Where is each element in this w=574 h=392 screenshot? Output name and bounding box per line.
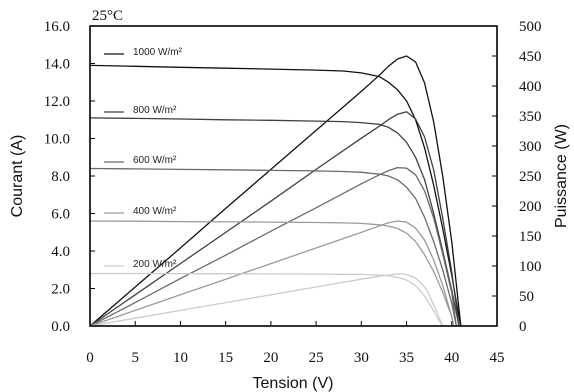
y-tick-label: 2.0 [51, 282, 70, 298]
y-tick-label: 14.0 [44, 57, 70, 73]
x-tick-label: 30 [354, 350, 369, 366]
x-tick-label: 20 [263, 350, 278, 366]
current-curve-series-0 [89, 64, 462, 327]
current-curve-series-4 [90, 272, 444, 327]
y2-tick-label: 250 [519, 169, 542, 185]
x-tick-label: 10 [173, 350, 188, 366]
x-tick-label: 25 [309, 350, 324, 366]
x-tick-label: 45 [490, 350, 505, 366]
legend-label: 800 W/m² [133, 105, 177, 116]
legend-label: 400 W/m² [133, 206, 177, 217]
legend-label: 200 W/m² [133, 259, 177, 270]
current-curve-series-3 [89, 220, 455, 327]
y2-tick-label: 400 [519, 79, 542, 95]
bottom-axis-ticks: 0 5 10 15 20 25 30 35 40 45 [86, 321, 505, 366]
y2-tick-label: 450 [519, 49, 542, 65]
legend-label: 1000 W/m² [133, 47, 183, 58]
y-tick-label: 12.0 [44, 94, 70, 110]
y2-tick-label: 0 [519, 319, 527, 335]
power-curve-series-1 [89, 111, 460, 327]
legend: 1000 W/m² 800 W/m² 600 W/m² 400 W/m² 200 W/m… [104, 47, 183, 270]
y-tick-label: 8.0 [51, 169, 70, 185]
current-curve-series-2 [89, 167, 457, 327]
current-curve-series-1 [89, 117, 460, 327]
plot-frame [89, 25, 498, 327]
y2-tick-label: 200 [519, 199, 542, 215]
y-axis-label: Courant (A) [9, 135, 26, 218]
plot-layer [89, 55, 462, 327]
power-curve-series-2 [89, 166, 457, 327]
power-curve-series-0 [89, 55, 462, 327]
x-tick-label: 15 [218, 350, 233, 366]
y-tick-label: 4.0 [51, 244, 70, 260]
x-axis-label: Tension (V) [253, 375, 334, 392]
y-tick-label: 0.0 [51, 319, 70, 335]
left-axis-ticks: 0.0 2.0 4.0 6.0 8.0 10.0 12.0 14.0 16.0 [44, 19, 95, 335]
x-tick-label: 5 [131, 350, 139, 366]
y2-tick-label: 300 [519, 139, 542, 155]
y-tick-label: 16.0 [44, 19, 70, 35]
y2-axis-label: Puissance (W) [553, 124, 570, 228]
y2-tick-label: 50 [519, 289, 534, 305]
y-tick-label: 10.0 [44, 132, 70, 148]
temperature-annotation: 25°C [92, 8, 123, 24]
y2-tick-label: 150 [519, 229, 542, 245]
legend-label: 600 W/m² [133, 155, 177, 166]
y2-tick-label: 350 [519, 109, 542, 125]
y2-tick-label: 100 [519, 259, 542, 275]
x-tick-label: 35 [399, 350, 414, 366]
power-curve-series-3 [89, 220, 455, 327]
right-axis-ticks: 0 50 100 150 200 250 300 350 400 450 500 [492, 19, 542, 335]
power-curve-series-4 [89, 273, 444, 327]
x-tick-label: 0 [86, 350, 94, 366]
y-tick-label: 6.0 [51, 207, 70, 223]
y2-tick-label: 500 [519, 19, 542, 35]
x-tick-label: 40 [444, 350, 459, 366]
